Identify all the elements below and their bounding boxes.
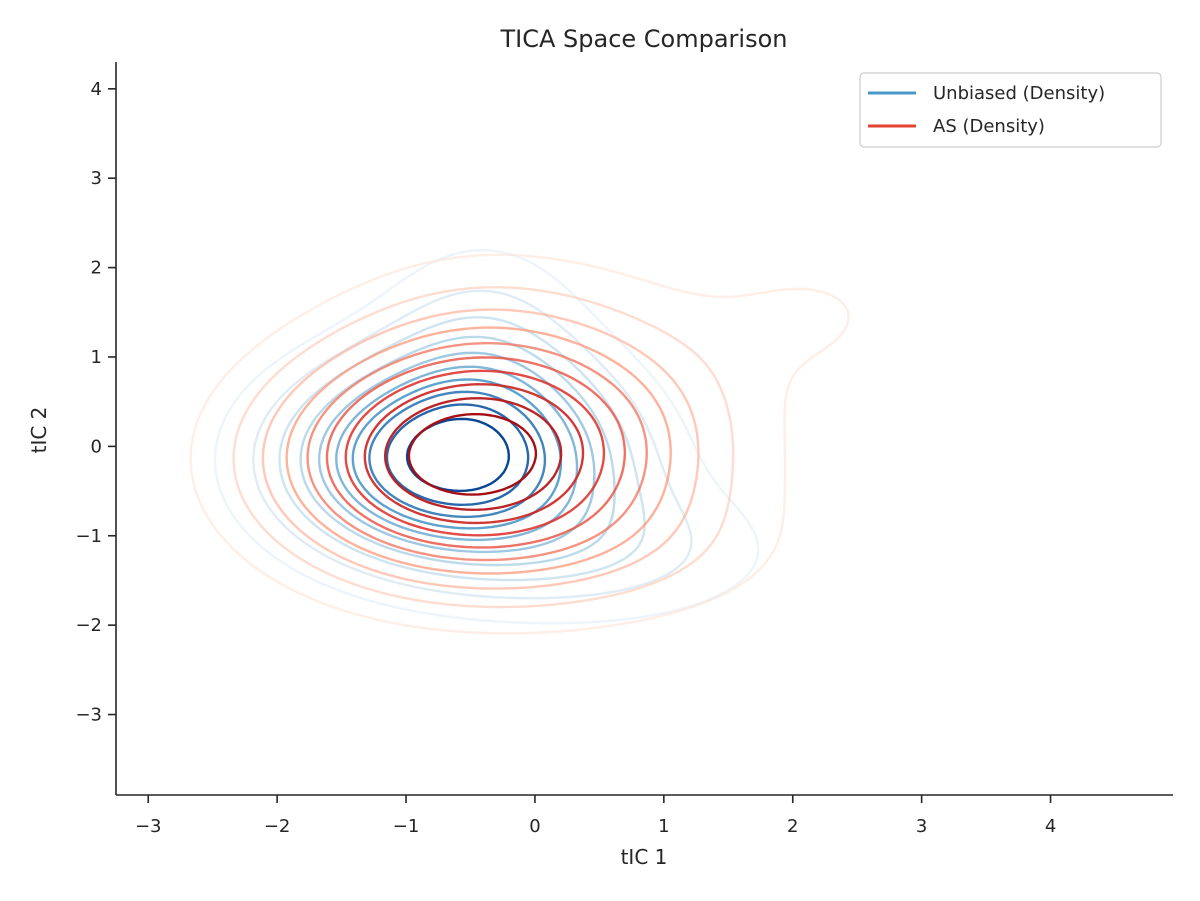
x-tick-label: −2 (264, 816, 291, 837)
contour-level (368, 390, 547, 519)
contour-level (285, 326, 672, 575)
contour-level (407, 413, 538, 496)
plot-area (189, 249, 850, 635)
y-tick-label: 4 (91, 79, 102, 100)
y-axis-label: tIC 2 (27, 407, 51, 454)
contours-as (189, 253, 850, 635)
contour-level (385, 403, 530, 506)
x-tick-label: −1 (393, 816, 420, 837)
contour-level (232, 286, 735, 609)
contour-level (344, 369, 606, 537)
y-tick-label: 1 (91, 347, 102, 368)
x-tick-label: 3 (916, 816, 927, 837)
x-tick-label: 0 (529, 816, 540, 837)
y-axis-ticks: −3 −2 −1 0 1 2 3 4 (75, 79, 116, 726)
legend-label-as: AS (Density) (933, 116, 1045, 137)
legend-label-unbiased: Unbiased (Density) (933, 83, 1105, 104)
chart-title: TICA Space Comparison (499, 25, 787, 53)
contour-level (351, 378, 563, 530)
contour-level (213, 249, 760, 625)
x-tick-label: 2 (787, 816, 798, 837)
y-tick-label: 3 (91, 168, 102, 189)
y-tick-label: −2 (75, 615, 102, 636)
contour-level (306, 342, 648, 562)
contour-level (189, 253, 850, 635)
x-axis-ticks: −3 −2 −1 0 1 2 3 4 (135, 795, 1056, 837)
y-tick-label: −1 (75, 526, 102, 547)
x-tick-label: 1 (658, 816, 669, 837)
contour-level (252, 289, 693, 600)
legend-frame (859, 72, 1162, 148)
contour-level (363, 383, 585, 525)
contours-unbiased (213, 249, 760, 625)
contour-level (384, 397, 563, 511)
x-tick-label: −3 (135, 816, 162, 837)
x-tick-label: 4 (1045, 816, 1056, 837)
legend: Unbiased (Density) AS (Density) (859, 72, 1162, 148)
contour-level (261, 308, 700, 590)
contour-level (325, 356, 626, 549)
y-tick-label: −3 (75, 705, 102, 726)
x-axis-label: tIC 1 (621, 845, 668, 869)
y-tick-label: 0 (91, 436, 102, 457)
y-tick-label: 2 (91, 258, 102, 279)
